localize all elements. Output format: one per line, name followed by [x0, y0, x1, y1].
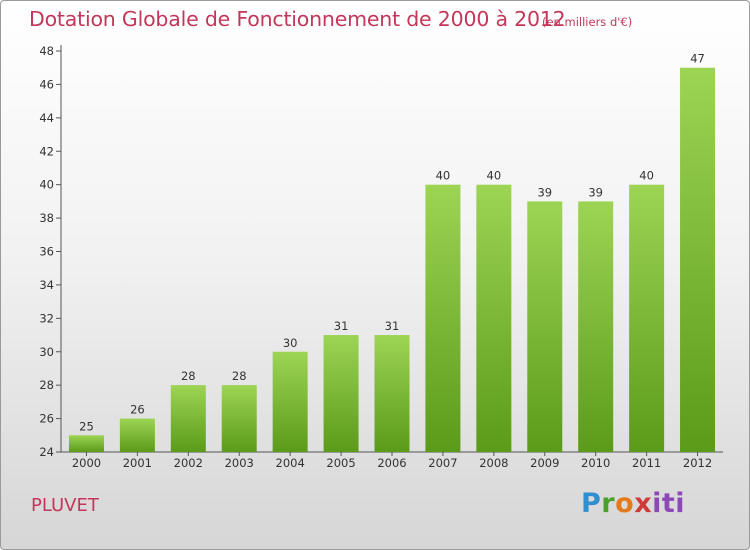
x-tick-label: 2009 [530, 456, 559, 470]
bar-value-label: 31 [385, 319, 400, 333]
bar-value-label: 47 [690, 52, 705, 66]
bar [119, 418, 155, 452]
bar-value-label: 39 [537, 185, 552, 199]
bar [680, 67, 716, 452]
x-tick-label: 2007 [428, 456, 457, 470]
proxiti-logo: Proxiti [581, 488, 685, 519]
y-axis: 24 26 28 30 32 34 36 38 40 42 44 46 48 [39, 44, 62, 459]
bar-value-label: 26 [130, 403, 145, 417]
bar [578, 201, 614, 452]
bar-value-label: 39 [588, 185, 603, 199]
bar [170, 385, 206, 452]
x-tick-label: 2012 [683, 456, 712, 470]
unit-note: (en milliers d'€) [542, 15, 633, 29]
x-tick-label: 2005 [326, 456, 355, 470]
y-tick-label: 32 [39, 311, 54, 325]
y-tick-label: 46 [39, 77, 54, 91]
chart-title: Dotation Globale de Fonctionnement de 20… [29, 7, 566, 31]
bar [221, 385, 257, 452]
bar-value-label: 40 [487, 169, 502, 183]
bar-value-label: 25 [79, 419, 94, 433]
y-tick-label: 28 [39, 378, 54, 392]
y-tick-label: 26 [39, 412, 54, 426]
bar-value-label: 31 [334, 319, 349, 333]
y-tick-label: 38 [39, 211, 54, 225]
logo-letter-r: r [601, 488, 616, 519]
y-tick-label: 30 [39, 345, 54, 359]
bar-value-label: 28 [232, 369, 247, 383]
x-tick-label: 2010 [581, 456, 610, 470]
logo-letters-iti: iti [652, 488, 686, 519]
x-tick-label: 2011 [632, 456, 661, 470]
x-tick-label: 2006 [377, 456, 406, 470]
y-tick-label: 40 [39, 178, 54, 192]
logo-letter-x: x [634, 488, 653, 519]
bar [629, 184, 665, 452]
bar [374, 335, 410, 452]
value-labels: 25 26 28 28 30 31 31 40 40 39 39 40 47 [79, 52, 705, 434]
y-tick-label: 48 [39, 44, 54, 58]
bar [425, 184, 461, 452]
bar-value-label: 30 [283, 336, 298, 350]
bar-value-label: 40 [436, 169, 451, 183]
y-tick-label: 24 [39, 445, 54, 459]
x-tick-label: 2001 [123, 456, 152, 470]
x-axis: 2000 2001 2002 2003 2004 2005 2006 2007 2008 2009… [61, 451, 723, 470]
y-tick-label: 42 [39, 144, 54, 158]
x-tick-label: 2004 [276, 456, 305, 470]
bar [68, 435, 104, 452]
y-tick-label: 36 [39, 245, 54, 259]
x-tick-label: 2002 [174, 456, 203, 470]
bar [272, 351, 308, 452]
x-tick-label: 2008 [479, 456, 508, 470]
logo-letter-p: P [581, 488, 602, 519]
x-tick-label: 2003 [225, 456, 254, 470]
y-tick-label: 44 [39, 111, 54, 125]
bar [323, 335, 359, 452]
x-tick-label: 2000 [72, 456, 101, 470]
commune-name: PLUVET [31, 495, 99, 516]
bar [476, 184, 512, 452]
bar [527, 201, 563, 452]
bar-value-label: 28 [181, 369, 196, 383]
bars [68, 67, 716, 452]
logo-letter-o: o [615, 488, 635, 519]
bar-value-label: 40 [639, 169, 654, 183]
y-tick-label: 34 [39, 278, 54, 292]
